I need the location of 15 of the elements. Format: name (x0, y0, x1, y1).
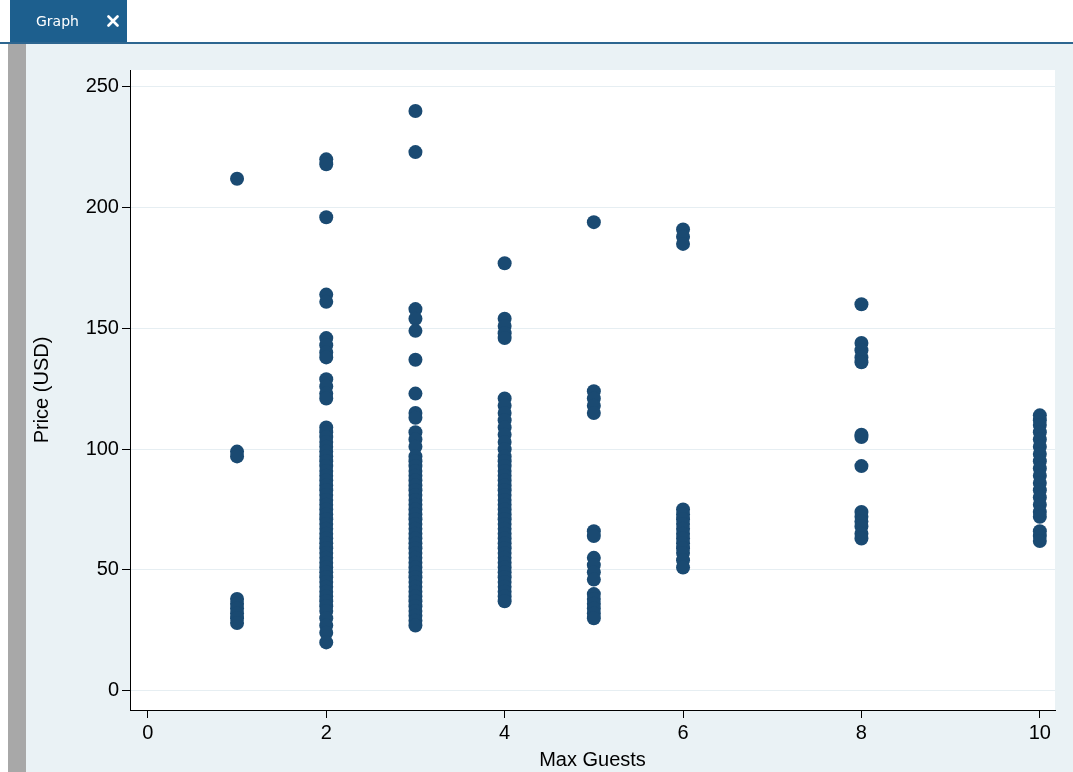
y-tick-label: 250 (85, 74, 119, 97)
y-tick-label: 200 (85, 195, 119, 218)
y-tick-label: 150 (85, 315, 119, 338)
y-tick-label: 0 (107, 678, 119, 701)
x-tick-label: 2 (320, 720, 332, 743)
x-tick-label: 6 (677, 720, 689, 743)
x-tick-label: 8 (855, 720, 867, 743)
x-tick-label: 4 (499, 720, 511, 743)
x-tick-label: 10 (1028, 720, 1051, 743)
y-axis-title: Price (USD) (29, 336, 52, 444)
y-tick-label: 100 (85, 436, 119, 459)
text: Graph (36, 13, 79, 29)
x-tick-label: 0 (142, 720, 154, 743)
y-tick-label: 50 (96, 557, 119, 580)
x-axis-title: Max Guests (539, 747, 646, 770)
